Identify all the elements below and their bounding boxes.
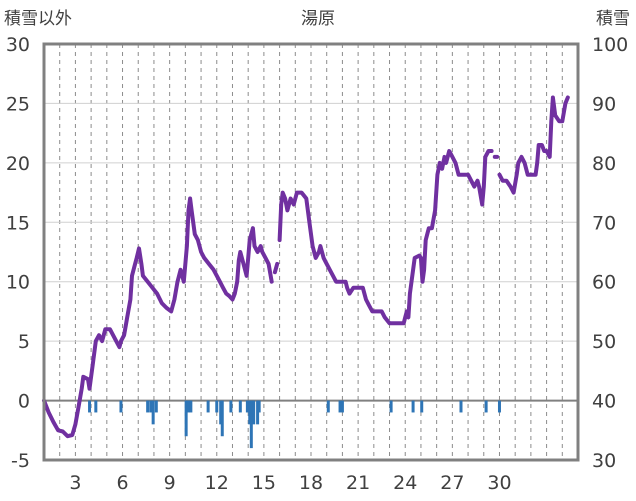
right-tick-label: 100 — [592, 34, 628, 56]
bar — [94, 400, 98, 413]
left-tick-label: -5 — [11, 450, 30, 472]
bar — [88, 400, 92, 413]
bar — [252, 400, 256, 425]
bar — [484, 400, 488, 413]
left-tick-label: 5 — [18, 331, 30, 353]
bar — [146, 400, 150, 413]
x-tick-label: 21 — [346, 472, 370, 494]
bar — [497, 400, 501, 413]
line-segment — [42, 196, 274, 439]
x-tick-label: 15 — [252, 472, 276, 494]
right-axis-ticks: 30 40 50 60 70 80 90 100 — [592, 34, 628, 472]
right-axis-title: 積雪 — [596, 9, 630, 29]
chart-title: 湯原 — [301, 9, 335, 29]
left-tick-label: 25 — [6, 93, 30, 115]
bar — [151, 400, 155, 425]
x-tick-label: 27 — [440, 472, 464, 494]
left-tick-label: 20 — [6, 153, 30, 175]
bar — [186, 400, 190, 413]
x-tick-label: 24 — [393, 472, 417, 494]
bar — [229, 400, 233, 413]
left-tick-label: 10 — [6, 272, 30, 294]
line-series — [42, 95, 570, 439]
left-axis-ticks: -5 0 5 10 15 20 25 30 — [6, 34, 30, 472]
x-tick-label: 9 — [164, 472, 176, 494]
line-segment — [272, 261, 280, 275]
bar — [215, 400, 219, 413]
bar — [206, 400, 210, 413]
bar — [238, 400, 242, 413]
right-tick-label: 60 — [592, 272, 616, 294]
bar — [245, 400, 249, 413]
bar — [249, 400, 253, 449]
bar — [459, 400, 463, 413]
left-tick-label: 30 — [6, 34, 30, 56]
x-axis-ticks: 3 6 9 12 15 18 21 24 27 30 — [69, 472, 511, 494]
bar — [340, 400, 344, 413]
x-tick-label: 18 — [299, 472, 323, 494]
x-tick-label: 12 — [205, 472, 229, 494]
bar — [220, 400, 224, 437]
bar — [256, 400, 260, 425]
right-tick-label: 30 — [592, 450, 616, 472]
bar-series — [88, 400, 501, 449]
line-segment — [277, 149, 494, 326]
right-tick-label: 80 — [592, 153, 616, 175]
bar — [154, 400, 158, 413]
x-tick-label: 6 — [116, 472, 128, 494]
right-tick-label: 40 — [592, 391, 616, 413]
bar — [219, 400, 223, 425]
plot-frame — [42, 42, 580, 462]
bar — [389, 400, 393, 413]
bar — [248, 400, 252, 425]
x-tick-label: 30 — [487, 472, 511, 494]
left-tick-label: 15 — [6, 212, 30, 234]
right-tick-label: 50 — [592, 331, 616, 353]
x-tick-label: 3 — [69, 472, 81, 494]
left-tick-label: 0 — [18, 391, 30, 413]
left-axis-title: 積雪以外 — [4, 9, 72, 29]
bar — [326, 400, 330, 413]
bar — [149, 400, 153, 413]
line-segment — [497, 95, 570, 195]
bar — [257, 400, 261, 413]
right-tick-label: 70 — [592, 212, 616, 234]
bar — [189, 400, 193, 413]
bar — [411, 400, 415, 413]
bar — [420, 400, 424, 413]
bar — [119, 400, 123, 413]
bar — [338, 400, 342, 413]
vertical-gridlines — [44, 44, 578, 460]
right-tick-label: 90 — [592, 93, 616, 115]
bar — [184, 400, 188, 437]
